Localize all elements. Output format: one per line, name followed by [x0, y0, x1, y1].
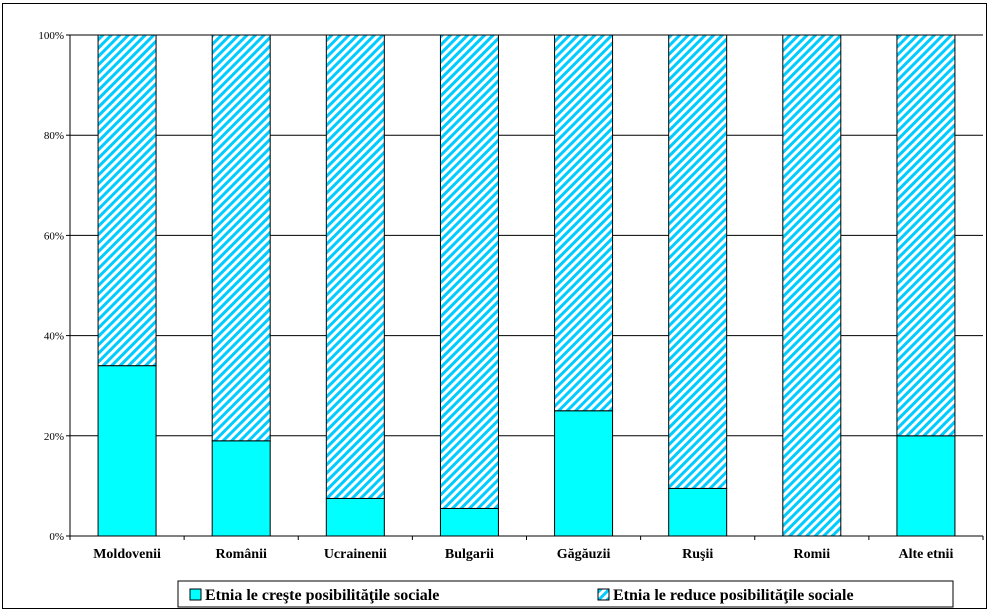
- bar-moldovenii-series-0: [97, 365, 157, 537]
- y-tick-labels: 0% 20% 40% 60% 80% 100%: [38, 30, 64, 543]
- bar-ucrainenii-series-1: [325, 34, 385, 499]
- legend-swatch-increase: [189, 588, 202, 601]
- legend-label-reduce: Etnia le reduce posibilităţile sociale: [613, 587, 854, 604]
- x-tick-label: Moldovenii: [93, 547, 161, 562]
- legend-swatch-reduce: [597, 588, 610, 601]
- bar-ru-ii-series-1: [668, 34, 728, 489]
- bar-alte-etnii-series-0: [896, 435, 956, 537]
- bar-bulgarii-series-0: [439, 507, 499, 537]
- x-tick-label: Bulgarii: [445, 547, 494, 562]
- bar-ucrainenii-series-0: [325, 497, 385, 537]
- y-tick-label: 80%: [44, 130, 64, 142]
- x-tick-label: Romii: [794, 547, 831, 562]
- bar-g-g-uzii-series-0: [554, 410, 614, 537]
- axes: [66, 34, 984, 540]
- bar-rom-nii-series-0: [211, 440, 271, 537]
- legend-box: [177, 580, 954, 608]
- bar-rom-nii-series-1: [211, 34, 271, 442]
- bar-g-g-uzii-series-1: [554, 34, 614, 412]
- x-tick-label: Ucrainenii: [324, 547, 387, 562]
- bars: [97, 34, 956, 537]
- y-tick-label: 60%: [44, 230, 64, 242]
- x-tick-label: Românii: [216, 547, 267, 562]
- legend: Etnia le creşte posibilităţile sociale E…: [177, 580, 954, 608]
- bar-bulgarii-series-1: [439, 34, 499, 509]
- y-tick-label: 100%: [38, 30, 64, 42]
- legend-label-increase: Etnia le creşte posibilităţile sociale: [205, 587, 439, 604]
- bar-moldovenii-series-1: [97, 34, 157, 367]
- x-tick-labels: Moldovenii Românii Ucrainenii Bulgarii Găgău…: [93, 547, 953, 562]
- y-tick-label: 0%: [49, 531, 64, 543]
- x-tick-label: Găgăuzii: [557, 547, 611, 562]
- y-tick-label: 40%: [44, 331, 64, 343]
- bar-romii-series-1: [782, 34, 842, 537]
- x-tick-label: Alte etnii: [899, 547, 954, 562]
- gridlines: [70, 34, 983, 437]
- bar-alte-etnii-series-1: [896, 34, 956, 437]
- bar-ru-ii-series-0: [668, 487, 728, 537]
- x-tick-label: Ruşii: [682, 547, 713, 562]
- y-tick-label: 20%: [44, 431, 64, 443]
